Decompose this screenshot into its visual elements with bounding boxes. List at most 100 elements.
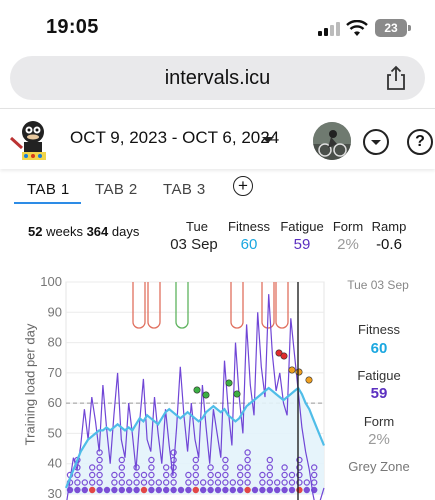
intensity-dot (88, 471, 96, 479)
intensity-dot (118, 486, 126, 494)
y-tick-label: 40 (48, 456, 62, 471)
intensity-dot (88, 479, 96, 486)
y-tick-label: 70 (48, 365, 62, 380)
intensity-dot (266, 456, 273, 464)
active-tab-indicator (14, 202, 81, 204)
intensity-dot (74, 479, 81, 486)
intensity-dot (214, 471, 222, 479)
selected-date: 03 Sep (170, 236, 218, 253)
chevron-down-icon[interactable] (262, 137, 274, 143)
intensity-dot (244, 449, 251, 456)
tab-3[interactable]: TAB 3 (163, 181, 206, 198)
intensity-dot (222, 471, 229, 479)
intensity-dot (155, 479, 162, 486)
fatigue-value: 59 (293, 236, 311, 253)
intensity-dot (244, 479, 251, 486)
intensity-dot (281, 471, 288, 479)
tab-2[interactable]: TAB 2 (95, 181, 138, 198)
form-value: 2% (337, 236, 359, 253)
intensity-dot (266, 486, 273, 494)
intensity-dot (244, 464, 251, 471)
intensity-dot (229, 479, 236, 486)
days-count: 364 (86, 224, 109, 239)
event-marker (275, 282, 289, 329)
intensity-dot (148, 456, 155, 464)
intensity-dot (192, 456, 199, 464)
url-text[interactable]: intervals.icu (164, 67, 271, 89)
intensity-dot (133, 486, 140, 494)
selected-day: Tue (186, 219, 208, 234)
intensity-dot (222, 464, 229, 471)
wifi-icon (346, 20, 368, 36)
intensity-dot (177, 486, 185, 494)
intensity-dot (111, 486, 118, 494)
battery-indicator: 23 (375, 19, 407, 37)
intensity-dot (266, 471, 273, 479)
ramp-value: -0.6 (376, 236, 402, 253)
fitness-label: Fitness (228, 219, 270, 234)
y-tick-label: 30 (48, 486, 62, 500)
intensity-dot (259, 471, 266, 479)
intensity-dot (185, 471, 192, 479)
training-marker (295, 368, 303, 376)
intensity-dot (222, 456, 229, 464)
intensity-dot (74, 486, 81, 494)
intensity-dot (192, 464, 199, 471)
fatigue-label: Fatigue (280, 219, 324, 234)
intensity-dot (236, 471, 244, 479)
training-marker (305, 376, 313, 384)
tab-1[interactable]: TAB 1 (27, 181, 70, 198)
side-fitness-value: 60 (370, 340, 388, 357)
intensity-dot (288, 471, 296, 479)
intensity-dot (207, 479, 214, 486)
period-summary: 52 weeks 364 days (28, 224, 139, 239)
intensity-dot (274, 486, 281, 494)
intensity-dot (140, 471, 148, 479)
intensity-dot (259, 479, 266, 486)
intensity-dot (281, 486, 288, 494)
intensity-dot (148, 479, 155, 486)
app-header (0, 108, 435, 169)
cellular-signal-icon (318, 22, 340, 36)
intensity-dot (192, 486, 199, 494)
intensity-dot (140, 486, 148, 494)
intensity-dot (118, 471, 126, 479)
add-tab-icon[interactable]: + (233, 176, 253, 196)
intensity-dot (74, 471, 81, 479)
intensity-dot (118, 464, 126, 471)
app-logo-icon[interactable] (8, 118, 58, 164)
event-marker (175, 282, 189, 329)
date-range-selector[interactable]: OCT 9, 2023 - OCT 6, 2024 (70, 128, 280, 147)
avatar[interactable] (313, 122, 351, 160)
address-bar[interactable] (10, 56, 425, 100)
intensity-dot (296, 479, 303, 486)
chart-y-axis-label: Training load per day (22, 323, 38, 446)
training-load-chart[interactable]: 100 90 80 70 60 50 40 30 (0, 268, 435, 500)
training-marker (288, 366, 296, 374)
intensity-dot (185, 479, 192, 486)
intensity-dot (88, 464, 96, 471)
intensity-dot (222, 479, 229, 486)
zone-label: Grey Zone (348, 459, 410, 474)
options-dropdown-button[interactable] (363, 129, 389, 155)
status-time: 19:05 (46, 16, 99, 38)
intensity-dot (296, 464, 303, 471)
intensity-dot (155, 486, 162, 494)
intensity-dot (81, 486, 89, 494)
intensity-dot (148, 464, 155, 471)
help-button[interactable]: ? (407, 129, 433, 155)
chevron-down-icon (371, 140, 381, 145)
intensity-dot (148, 486, 155, 494)
intensity-dot (311, 471, 318, 479)
battery-tip (408, 25, 411, 31)
intensity-dot (185, 486, 192, 494)
intensity-dot (118, 456, 126, 464)
intensity-dot (162, 464, 170, 471)
intensity-dot (111, 471, 118, 479)
intensity-dot (192, 479, 199, 486)
share-icon[interactable] (383, 65, 409, 91)
y-tick-label: 90 (48, 304, 62, 319)
intensity-dot (170, 479, 177, 486)
intensity-dot (207, 464, 214, 471)
intensity-dot (118, 479, 126, 486)
